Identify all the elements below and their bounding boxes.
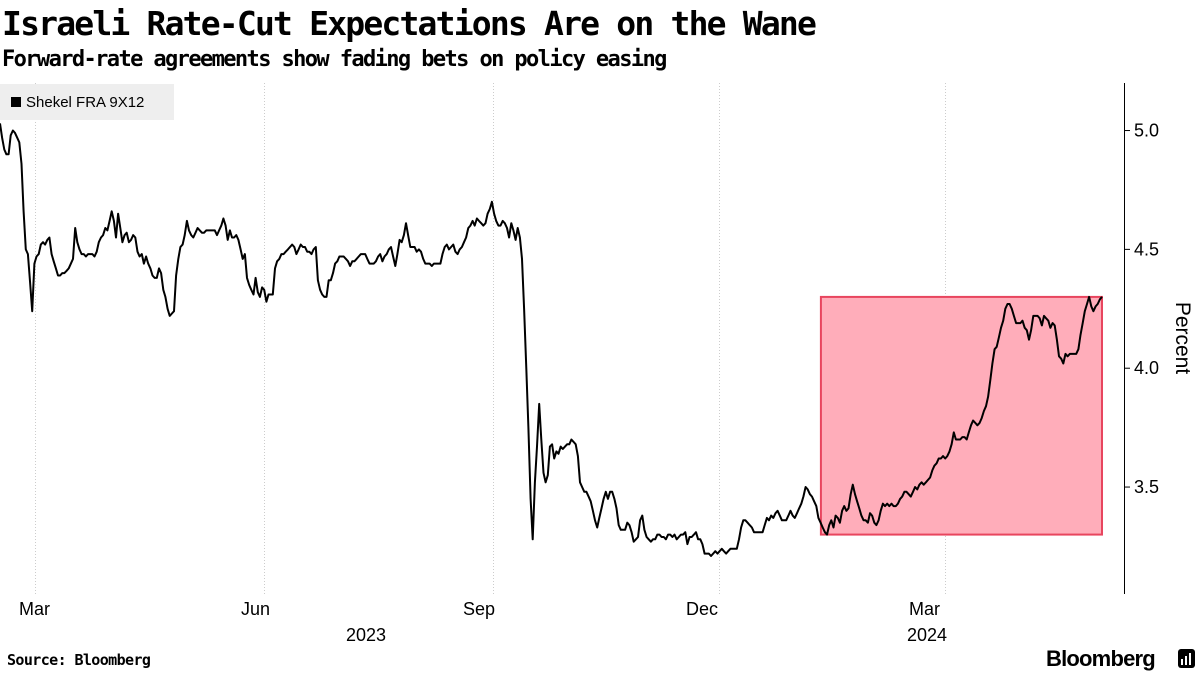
- legend-label: Shekel FRA 9X12: [26, 93, 145, 111]
- y-axis: 3.5 4.0 4.5 5.0 Percent: [1124, 83, 1194, 594]
- x-axis: Mar Jun Sep Dec Mar 2023 2024: [19, 599, 947, 645]
- y-tick-label-0: 3.5: [1134, 477, 1159, 497]
- grid: [35, 83, 946, 594]
- chart-subtitle: Forward-rate agreements show fading bets…: [2, 47, 667, 72]
- x-tick-label-0: Mar: [19, 599, 50, 619]
- x-tick-label-2: Sep: [463, 599, 495, 619]
- x-tick-label-3: Dec: [686, 599, 718, 619]
- y-tick-label-3: 5.0: [1134, 121, 1159, 141]
- x-year-label-0: 2023: [346, 625, 386, 645]
- bloomberg-logo: Bloomberg: [1046, 646, 1156, 671]
- x-tick-label-4: Mar: [909, 599, 940, 619]
- source-note: Source: Bloomberg: [7, 651, 151, 669]
- legend: Shekel FRA 9X12: [0, 84, 174, 120]
- legend-swatch: [11, 97, 21, 107]
- highlight-layer: [819, 295, 1104, 536]
- series-layer: [0, 123, 1103, 557]
- highlight-box: [819, 295, 1104, 536]
- x-tick-label-1: Jun: [241, 599, 270, 619]
- x-year-label-1: 2024: [907, 625, 947, 645]
- y-tick-label-1: 4.0: [1134, 358, 1159, 378]
- series-line-shekel-fra-9x12: [0, 123, 1103, 557]
- y-axis-title: Percent: [1171, 302, 1194, 375]
- bloomberg-chart-icon: [1178, 649, 1195, 668]
- chart-title: Israeli Rate-Cut Expectations Are on the…: [2, 4, 817, 43]
- y-tick-label-2: 4.5: [1134, 239, 1159, 259]
